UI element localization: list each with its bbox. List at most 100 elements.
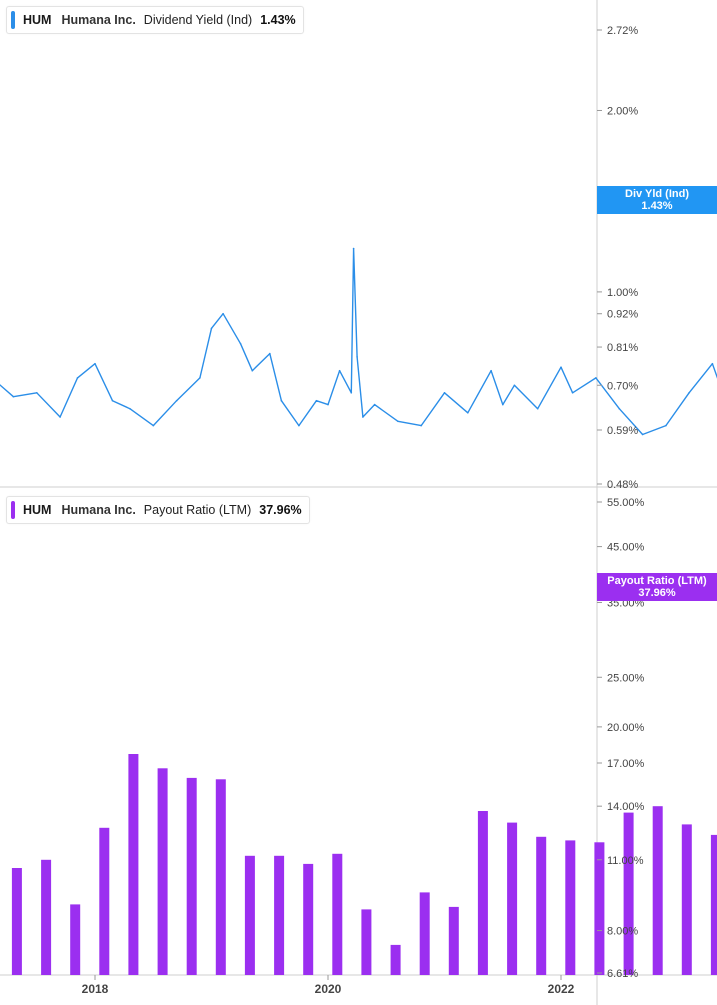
dividend-yield-point xyxy=(373,403,376,406)
payout-axis-tick-label: 11.00% xyxy=(607,855,644,867)
dividend-yield-line xyxy=(0,247,717,436)
dividend-yield-point xyxy=(513,384,516,387)
dividend-yield-value-tag: Div Yld (Ind) 1.43% xyxy=(597,186,717,214)
dividend-yield-legend: HUM Humana Inc. Dividend Yield (Ind) 1.4… xyxy=(6,6,304,34)
dividend-yield-point xyxy=(688,392,690,394)
payout-ratio-value-tag: Payout Ratio (LTM) 37.96% xyxy=(597,573,717,601)
legend-metric: Payout Ratio (LTM) xyxy=(143,503,252,517)
x-tick-label: 2022 xyxy=(548,982,575,996)
dividend-yield-point xyxy=(571,392,574,394)
dividend-yield-point xyxy=(12,395,15,398)
legend-ticker: HUM xyxy=(23,13,52,27)
payout-ratio-bar xyxy=(594,842,605,975)
payout-ratio-bar xyxy=(215,779,226,975)
value-tag-value: 37.96% xyxy=(638,587,676,599)
x-tick-label: 2018 xyxy=(82,982,109,996)
dividend-yield-point xyxy=(490,369,492,372)
yield-axis-tick-label: 2.00% xyxy=(607,105,638,117)
payout-axis-tick-label: 25.00% xyxy=(607,672,645,684)
payout-ratio-bar xyxy=(710,834,717,975)
dividend-yield-point xyxy=(111,399,114,402)
payout-axis-tick-label: 6.61% xyxy=(607,968,638,980)
payout-axis-tick-label: 55.00% xyxy=(607,497,645,509)
yield-axis-tick-label: 0.59% xyxy=(607,425,638,437)
payout-axis-tick-label: 17.00% xyxy=(607,758,645,770)
legend-company: Humana Inc. xyxy=(61,503,136,517)
payout-ratio-bar xyxy=(99,827,110,975)
value-tag-label: Div Yld (Ind) xyxy=(625,188,689,200)
payout-axis-tick-label: 14.00% xyxy=(607,801,645,813)
payout-ratio-bar xyxy=(507,822,518,975)
payout-ratio-bar xyxy=(303,863,314,975)
dividend-yield-point xyxy=(467,412,469,414)
value-tag-value: 1.43% xyxy=(641,200,673,212)
dividend-yield-point xyxy=(199,377,201,379)
payout-ratio-bar xyxy=(565,840,576,975)
legend-value: 1.43% xyxy=(260,13,296,27)
legend-ticker: HUM xyxy=(23,503,52,517)
dividend-yield-point xyxy=(327,403,329,406)
dividend-yield-point xyxy=(711,362,714,365)
legend-metric: Dividend Yield (Ind) xyxy=(143,13,253,27)
payout-ratio-legend: HUM Humana Inc. Payout Ratio (LTM) 37.96… xyxy=(6,496,310,524)
payout-ratio-bar xyxy=(623,812,634,975)
payout-ratio-bar xyxy=(157,768,168,975)
payout-ratio-bar xyxy=(186,777,197,975)
dividend-yield-point xyxy=(59,416,61,418)
dividend-yield-point xyxy=(94,362,96,365)
value-tag-label: Payout Ratio (LTM) xyxy=(607,575,707,587)
yield-axis-tick-label: 0.92% xyxy=(607,309,638,321)
payout-ratio-bar xyxy=(448,906,459,975)
dividend-yield-point xyxy=(350,392,353,394)
dividend-yield-point xyxy=(315,399,318,402)
payout-ratio-bar xyxy=(390,944,401,975)
payout-ratio-bar xyxy=(536,836,547,975)
payout-ratio-bar xyxy=(244,855,255,975)
payout-axis-tick-label: 20.00% xyxy=(607,722,645,734)
payout-ratio-plot xyxy=(11,754,717,975)
dividend-yield-point xyxy=(560,366,562,369)
payout-ratio-bar xyxy=(70,904,81,975)
dividend-yield-plot xyxy=(0,247,717,436)
dividend-yield-point xyxy=(420,424,423,427)
dividend-yield-point xyxy=(36,392,38,394)
payout-ratio-bar xyxy=(41,859,52,975)
dividend-yield-point xyxy=(251,369,254,372)
payout-axis-tick-label: 45.00% xyxy=(607,542,645,554)
yield-axis-tick-label: 0.48% xyxy=(607,479,638,491)
yield-axis-tick-label: 0.81% xyxy=(607,342,638,354)
payout-ratio-bar xyxy=(681,824,692,975)
dividend-yield-point xyxy=(239,343,242,345)
payout-axis-tick-label: 8.00% xyxy=(607,926,638,938)
yield-axis-tick-label: 1.00% xyxy=(607,287,638,299)
yield-axis-tick-label: 0.70% xyxy=(607,380,638,392)
dividend-yield-point xyxy=(298,424,300,427)
legend-series-swatch xyxy=(11,11,15,29)
dividend-yield-point xyxy=(129,407,131,410)
payout-ratio-bar xyxy=(652,806,663,975)
payout-ratio-bar xyxy=(11,868,22,975)
dividend-yield-point xyxy=(618,407,621,410)
legend-company: Humana Inc. xyxy=(61,13,136,27)
dividend-yield-point xyxy=(595,377,597,379)
payout-ratio-bar xyxy=(477,811,488,975)
dividend-yield-point xyxy=(352,247,355,250)
x-axis: 20182020202220242026 xyxy=(82,975,575,996)
dividend-yield-point xyxy=(269,352,271,355)
dividend-yield-point xyxy=(641,433,644,436)
payout-ratio-bar xyxy=(274,855,285,975)
dividend-yield-point xyxy=(152,424,155,427)
dividend-yield-point xyxy=(338,369,341,372)
dividend-yield-point xyxy=(362,416,364,418)
dividend-yield-point xyxy=(665,424,667,427)
dividend-yield-point xyxy=(210,327,213,330)
dividend-yield-point xyxy=(397,420,399,423)
dividend-yield-point xyxy=(356,356,358,358)
dividend-yield-point xyxy=(502,403,504,406)
payout-ratio-bar xyxy=(128,754,139,975)
dividend-yield-point xyxy=(536,407,539,410)
payout-ratio-bar xyxy=(419,892,430,975)
x-tick-label: 2020 xyxy=(315,982,342,996)
dividend-yield-point xyxy=(175,399,178,402)
payout-ratio-bar xyxy=(332,853,343,975)
